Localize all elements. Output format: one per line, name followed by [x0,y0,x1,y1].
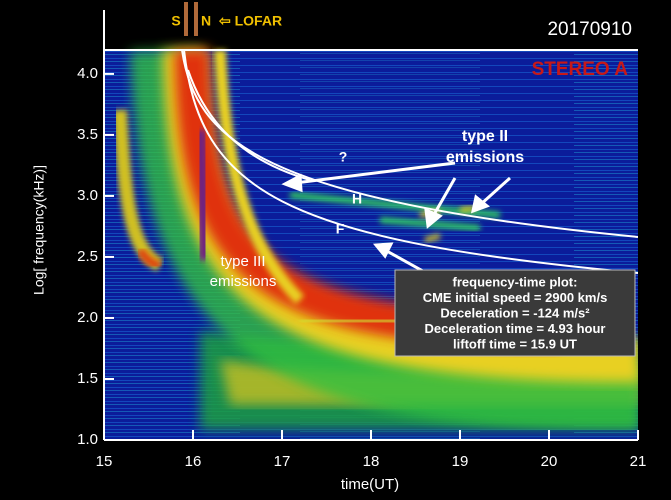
arrow-head [424,207,443,229]
x-tick-label: 18 [363,453,380,470]
spectrogram [104,18,638,439]
x-tick-label: 17 [274,453,291,470]
arrows [281,161,512,277]
annotation: N [201,13,211,29]
chart-title: 20170910 [547,19,632,40]
annotation: emissions [210,273,277,290]
arrow-head [470,194,491,214]
arrow [294,161,456,185]
x-tick-label: 15 [96,453,113,470]
fit-box [394,269,636,357]
fit-curve-extra [187,69,311,181]
fit-curve-f [183,49,638,274]
annotation: S [171,13,180,29]
type-iii-secondary [214,49,305,305]
annotation: H [352,191,362,207]
no-data-band [104,18,638,50]
fit-box-line: Deceleration = -124 m/s² [440,305,590,320]
arrow [430,177,457,219]
chart-subtitle: STEREO A [532,59,629,80]
arrow [478,176,512,207]
fit-curve-h [181,49,638,238]
annotation: F [336,221,345,237]
fit-box-line: liftoff time = 15.9 UT [453,336,577,351]
annotation: type II [462,128,508,145]
early-burst-core [136,247,161,269]
fit-box-line: CME initial speed = 2900 km/s [423,290,608,305]
y-axis-label: Log[ frequency(kHz)] [31,165,47,295]
type-iii-core [194,129,211,261]
y-tick-label: 2.0 [77,309,98,326]
x-tick-label: 20 [541,453,558,470]
y-tick-label: 1.0 [77,431,98,448]
fit-box-line: frequency-time plot: [453,274,578,289]
arrow-head [372,242,394,259]
y-tick-label: 3.5 [77,126,98,143]
annotation: ? [339,149,348,165]
fit-box-line: Deceleration time = 4.93 hour [425,321,606,336]
y-tick-label: 1.5 [77,370,98,387]
x-axis-label: time(UT) [341,476,399,493]
y-tick-label: 2.5 [77,248,98,265]
annotation: ⇦ LOFAR [218,13,282,29]
y-tick-label: 3.0 [77,187,98,204]
annotation: emissions [446,149,524,166]
arrow-head [281,173,303,193]
x-tick-label: 19 [452,453,469,470]
x-tick-label: 21 [630,453,647,470]
y-tick-label: 4.0 [77,65,98,82]
x-tick-label: 16 [185,453,202,470]
fit-box-text: frequency-time plot:CME initial speed = … [423,274,608,351]
annotation: type III [220,253,265,270]
